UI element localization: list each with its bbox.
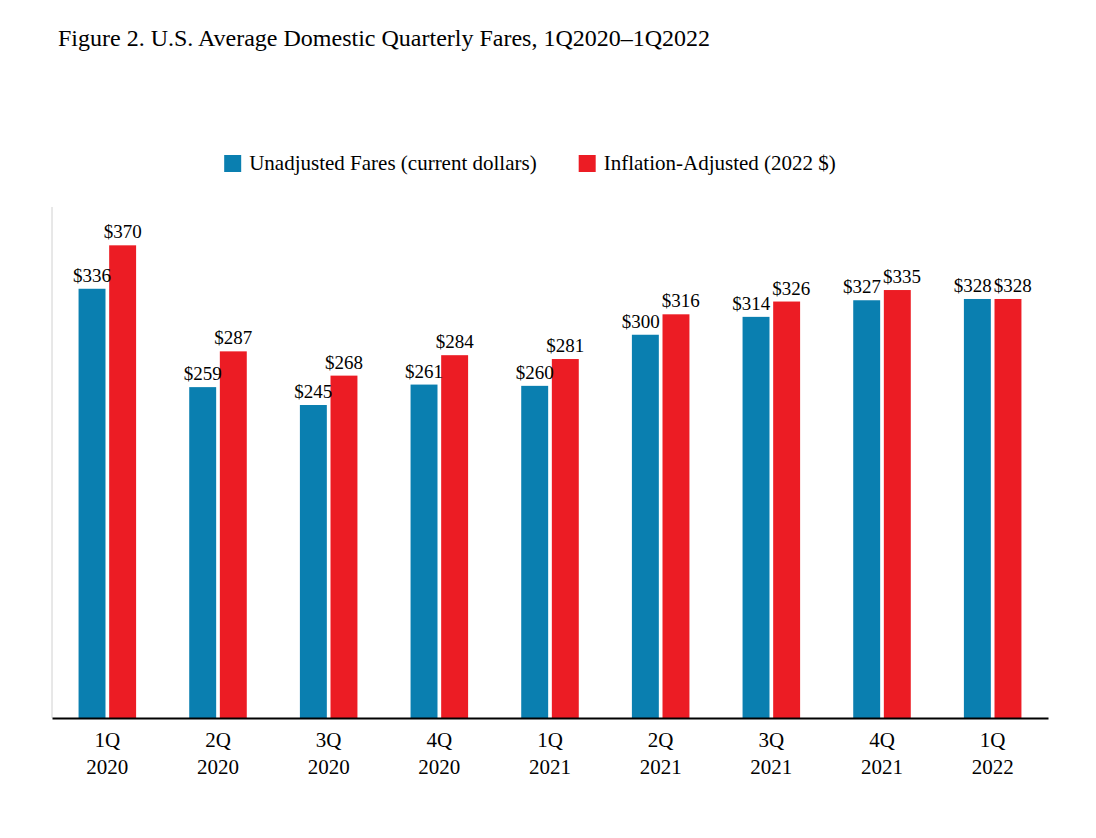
x-tick: 3Q2021: [750, 728, 792, 779]
data-label: $287: [214, 327, 252, 348]
data-label: $284: [436, 331, 475, 352]
x-tick-label: 4Q2020: [418, 728, 460, 779]
chart: Figure 2. U.S. Average Domestic Quarterl…: [0, 0, 1096, 838]
bars: [79, 245, 1022, 718]
bar: [743, 317, 770, 718]
bar: [79, 289, 106, 718]
x-tick: 2Q2020: [197, 728, 239, 779]
data-labels: $336 $370 $259 $287 $245 $268 $261 $284 $260 $281…: [73, 221, 1032, 402]
bar: [411, 385, 438, 718]
legend-swatch: [579, 155, 596, 172]
data-label: $328: [954, 275, 992, 296]
legend-label: Unadjusted Fares (current dollars): [249, 151, 537, 175]
data-label: $328: [994, 275, 1032, 296]
data-label: $259: [184, 363, 222, 384]
data-label: $336: [73, 265, 111, 286]
bar: [964, 299, 991, 718]
data-label: $326: [772, 278, 810, 299]
data-label: $314: [732, 293, 771, 314]
x-tick-label: 1Q2022: [972, 728, 1014, 779]
bar: [189, 387, 216, 718]
bar: [220, 351, 247, 718]
x-tick-label: 2Q2021: [640, 728, 682, 779]
bar: [300, 405, 327, 718]
x-tick: 2Q2021: [640, 728, 682, 779]
bar: [884, 290, 911, 718]
x-tick-label: 2Q2020: [197, 728, 239, 779]
x-tick-label: 1Q2021: [529, 728, 571, 779]
x-tick: 4Q2021: [861, 728, 903, 779]
x-axis-line: [53, 718, 1049, 720]
data-label: $261: [405, 361, 443, 382]
y-axis-line: [52, 207, 53, 718]
x-tick-label: 3Q2021: [750, 728, 792, 779]
data-label: $335: [883, 266, 921, 287]
bar: [663, 314, 690, 718]
legend-item: Inflation-Adjusted (2022 $): [579, 151, 836, 175]
x-tick-label: 4Q2021: [861, 728, 903, 779]
legend-item: Unadjusted Fares (current dollars): [224, 151, 537, 175]
bar: [109, 245, 136, 718]
x-tick: 1Q2021: [529, 728, 571, 779]
plot: $336 $370 $259 $287 $245 $268 $261 $284 $260 $281…: [52, 207, 1049, 779]
bar: [552, 359, 579, 718]
bar: [995, 299, 1022, 718]
x-tick: 1Q2022: [972, 728, 1014, 779]
bar: [632, 335, 659, 718]
bar: [521, 386, 548, 718]
data-label: $316: [662, 290, 700, 311]
data-label: $268: [325, 352, 363, 373]
legend-swatch: [224, 155, 241, 172]
bar: [853, 300, 880, 718]
legend: Unadjusted Fares (current dollars) Inflat…: [224, 151, 836, 175]
x-tick: 1Q2020: [86, 728, 128, 779]
data-label: $300: [622, 311, 660, 332]
bar: [441, 355, 468, 718]
title: Figure 2. U.S. Average Domestic Quarterl…: [58, 25, 710, 51]
legend-label: Inflation-Adjusted (2022 $): [604, 151, 836, 175]
data-label: $281: [546, 335, 584, 356]
x-tick-label: 3Q2020: [308, 728, 350, 779]
bar: [773, 302, 800, 718]
x-tick: 4Q2020: [418, 728, 460, 779]
x-tick: 3Q2020: [308, 728, 350, 779]
data-label: $245: [294, 381, 332, 402]
data-label: $260: [516, 362, 554, 383]
data-label: $370: [104, 221, 142, 242]
data-label: $327: [843, 276, 881, 297]
x-tick-label: 1Q2020: [86, 728, 128, 779]
bar: [331, 376, 358, 718]
x-axis: 1Q2020 2Q2020 3Q2020 4Q2020 1Q2021 2Q2021 3Q20…: [53, 719, 1049, 780]
